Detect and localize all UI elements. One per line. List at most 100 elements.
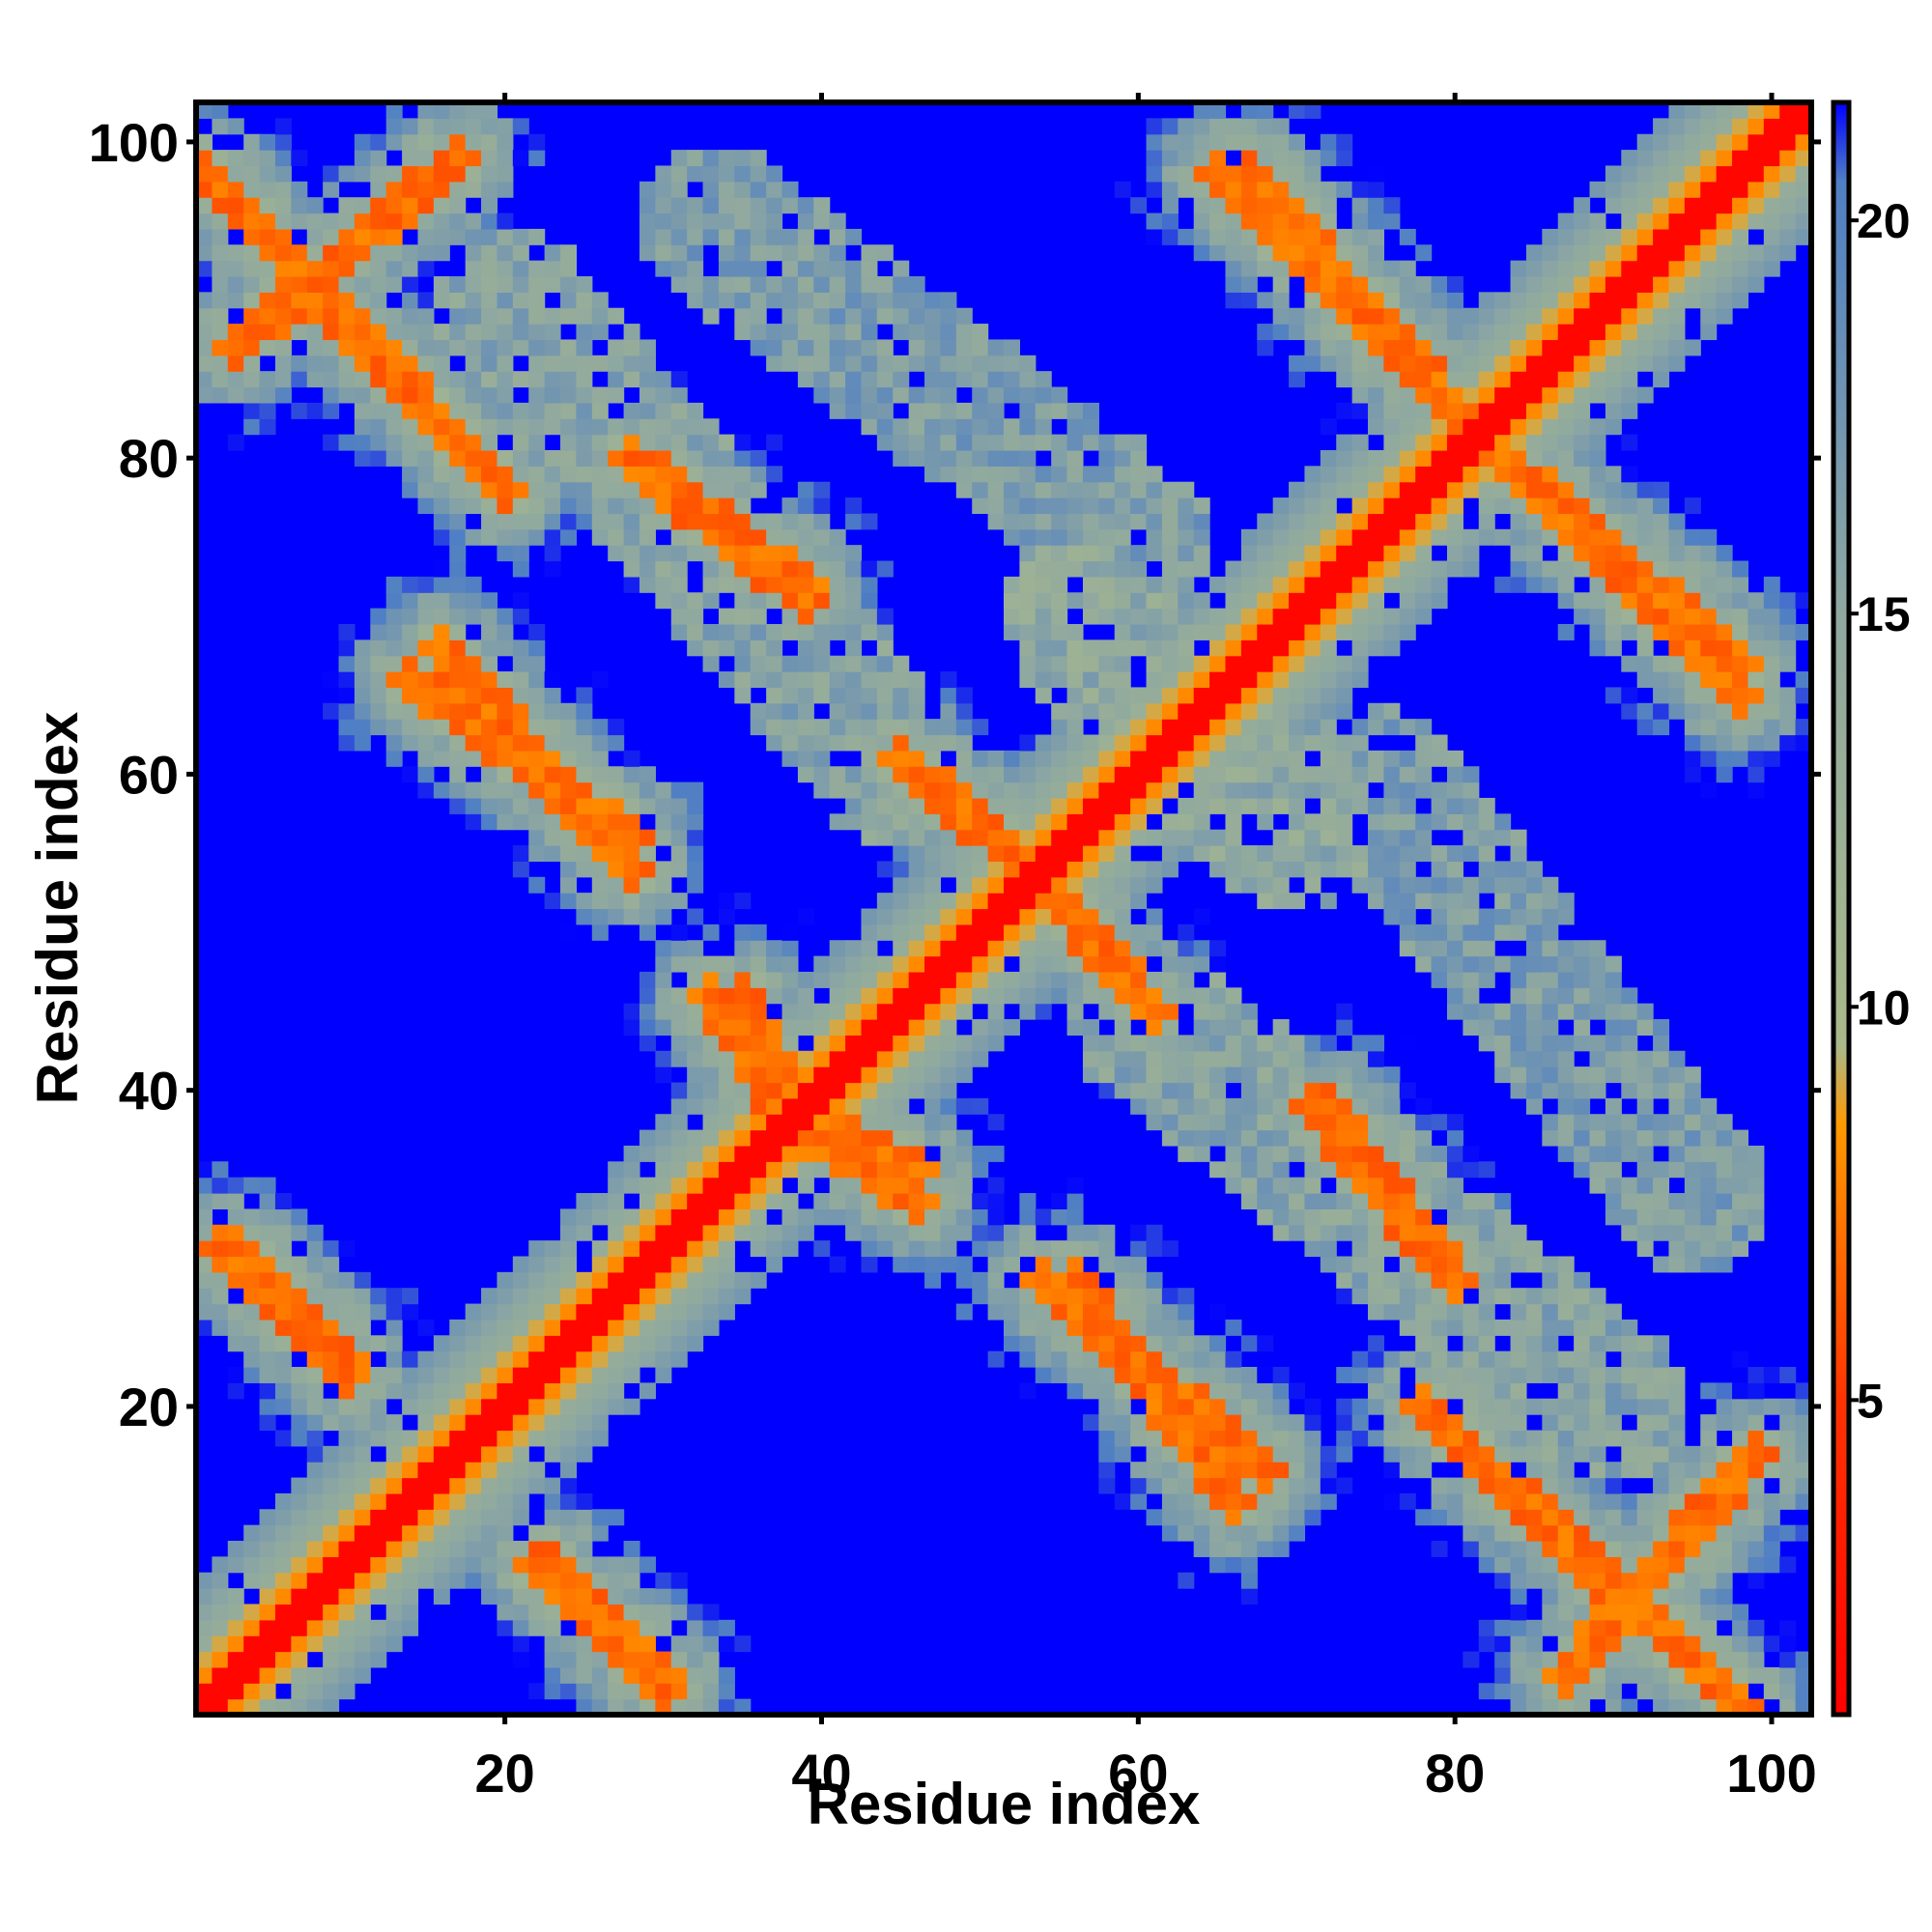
heatmap-cell [1178, 1303, 1195, 1321]
heatmap-cell [797, 292, 814, 309]
heatmap-cell [1605, 1588, 1622, 1605]
heatmap-cell [1209, 940, 1227, 957]
heatmap-cell [1066, 623, 1084, 640]
heatmap-cell [987, 497, 1005, 515]
heatmap-cell [306, 1224, 324, 1241]
heatmap-cell [813, 623, 831, 640]
heatmap-cell [908, 908, 925, 925]
heatmap-cell [1240, 1556, 1258, 1574]
heatmap-cell [781, 1145, 799, 1162]
heatmap-cell [1146, 987, 1163, 1005]
heatmap-cell [274, 324, 292, 341]
heatmap-cell [402, 118, 419, 135]
heatmap-cell [385, 355, 403, 372]
heatmap-cell [1351, 324, 1369, 341]
heatmap-cell [1289, 1097, 1306, 1115]
heatmap-cell [323, 181, 340, 198]
heatmap-cell [1446, 1414, 1463, 1432]
heatmap-cell [1082, 655, 1099, 672]
heatmap-cell [1351, 1224, 1369, 1241]
heatmap-cell [608, 861, 625, 878]
heatmap-cell [544, 829, 561, 846]
heatmap-cell [1146, 1414, 1163, 1432]
heatmap-cell [338, 324, 355, 341]
heatmap-cell [1605, 292, 1622, 309]
heatmap-cell [1351, 481, 1369, 498]
heatmap-cell [608, 1240, 625, 1258]
heatmap-cell [323, 386, 340, 404]
heatmap-cell [370, 1556, 387, 1574]
heatmap-cell [766, 940, 783, 957]
heatmap-cell [1431, 923, 1448, 941]
heatmap-cell [1446, 797, 1463, 814]
heatmap-cell [955, 766, 973, 783]
heatmap-cell [1130, 434, 1148, 451]
heatmap-cell [1415, 576, 1433, 593]
heatmap-cell [196, 1177, 213, 1194]
heatmap-cell [1289, 1208, 1306, 1226]
heatmap-cell [972, 1208, 989, 1226]
heatmap-cell [1446, 1271, 1463, 1289]
heatmap-cell [1589, 1572, 1606, 1589]
heatmap-cell [734, 655, 752, 672]
heatmap-cell [1368, 260, 1385, 277]
heatmap-cell [1557, 1445, 1575, 1463]
heatmap-cell [1130, 750, 1148, 767]
heatmap-cell [1605, 955, 1622, 973]
heatmap-cell [385, 418, 403, 436]
heatmap-cell [1257, 1430, 1274, 1447]
heatmap-cell [829, 1161, 846, 1179]
heatmap-cell [687, 1161, 704, 1179]
heatmap-cell [1431, 1145, 1448, 1162]
heatmap-cell [1399, 418, 1416, 436]
heatmap-cell [385, 1303, 403, 1321]
heatmap-cell [528, 386, 546, 404]
heatmap-cell [1320, 150, 1337, 167]
heatmap-cell [1525, 1082, 1543, 1099]
heatmap-cell [623, 1319, 640, 1336]
heatmap-cell [1574, 402, 1591, 419]
heatmap-cell [1146, 1319, 1163, 1336]
heatmap-cell [1368, 876, 1385, 894]
heatmap-cell [987, 750, 1005, 767]
heatmap-cell [465, 608, 482, 625]
heatmap-cell [370, 197, 387, 214]
heatmap-cell [1525, 1556, 1543, 1574]
heatmap-cell [940, 292, 957, 309]
heatmap-cell [1383, 355, 1401, 372]
heatmap-cell [354, 355, 371, 372]
heatmap-cell [323, 1604, 340, 1621]
heatmap-cell [227, 1271, 244, 1289]
heatmap-cell [1051, 829, 1068, 846]
heatmap-cell [481, 1572, 498, 1589]
heatmap-cell [1557, 275, 1575, 293]
heatmap-cell [417, 497, 435, 515]
heatmap-cell [512, 1635, 529, 1653]
heatmap-cell [1525, 307, 1543, 325]
heatmap-cell [1082, 1319, 1099, 1336]
heatmap-cell [1336, 481, 1353, 498]
heatmap-cell [1051, 434, 1068, 451]
heatmap-cell [1320, 781, 1337, 799]
heatmap-cell [1178, 1082, 1195, 1099]
heatmap-cell [655, 386, 672, 404]
heatmap-cell [813, 1050, 831, 1067]
heatmap-cell [670, 1572, 688, 1589]
heatmap-cell [1257, 1445, 1274, 1463]
heatmap-cell [1130, 1082, 1148, 1099]
heatmap-cell [402, 1572, 419, 1589]
heatmap-cell [1225, 1097, 1242, 1115]
heatmap-cell [1589, 1445, 1606, 1463]
heatmap-cell [1272, 213, 1290, 230]
heatmap-cell [861, 1145, 878, 1162]
heatmap-cell [1525, 1050, 1543, 1067]
heatmap-cell [274, 260, 292, 277]
heatmap-cell [1304, 260, 1321, 277]
heatmap-cell [417, 576, 435, 593]
heatmap-cell [291, 355, 308, 372]
heatmap-cell [1019, 449, 1037, 467]
heatmap-cell [1542, 528, 1559, 546]
heatmap-cell [1336, 449, 1353, 467]
heatmap-cell [1605, 275, 1622, 293]
heatmap-cell [417, 1319, 435, 1336]
